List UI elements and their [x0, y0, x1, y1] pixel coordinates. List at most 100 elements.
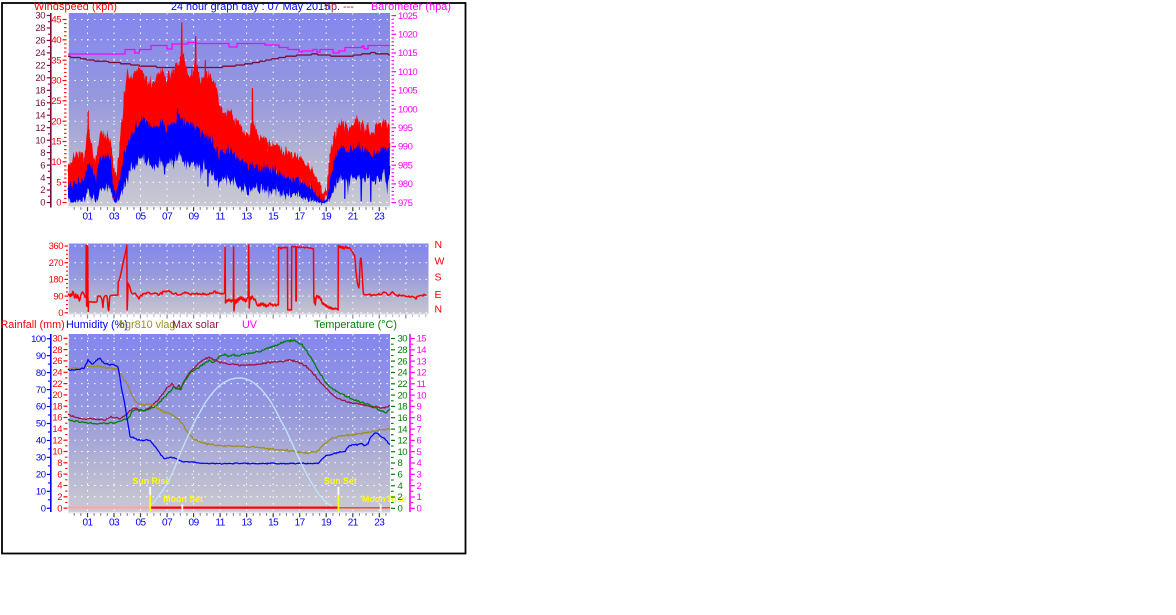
svg-text:14: 14	[417, 345, 427, 356]
svg-text:24: 24	[52, 368, 62, 379]
svg-text:Moon Set: Moon Set	[163, 494, 203, 504]
svg-text:16: 16	[52, 413, 62, 424]
svg-text:14: 14	[398, 424, 408, 435]
svg-text:18: 18	[35, 86, 45, 97]
svg-text:990: 990	[398, 142, 413, 153]
svg-text:5: 5	[417, 447, 422, 458]
svg-text:360: 360	[49, 241, 64, 252]
svg-text:E: E	[435, 289, 442, 301]
svg-text:30: 30	[51, 76, 61, 87]
svg-text:30: 30	[36, 453, 46, 464]
svg-text:10: 10	[36, 487, 46, 498]
svg-text:Windspeed (kph): Windspeed (kph)	[34, 1, 117, 13]
svg-text:40: 40	[36, 436, 46, 447]
svg-text:40: 40	[51, 35, 61, 46]
svg-text:Rainfall (mm): Rainfall (mm)	[1, 319, 65, 331]
svg-text:0: 0	[56, 198, 61, 209]
svg-text:20: 20	[35, 73, 45, 84]
svg-text:Moon Rise: Moon Rise	[362, 494, 407, 504]
svg-text:13: 13	[242, 212, 253, 223]
svg-text:11: 11	[215, 518, 225, 529]
svg-text:10: 10	[398, 447, 408, 458]
svg-text:Sun Set: Sun Set	[324, 476, 357, 486]
svg-text:70: 70	[36, 385, 46, 396]
svg-text:1000: 1000	[398, 104, 417, 115]
svg-text:9: 9	[417, 402, 422, 413]
svg-text:15: 15	[268, 518, 279, 529]
svg-text:20: 20	[398, 390, 408, 401]
svg-text:995: 995	[398, 123, 413, 134]
svg-text:1005: 1005	[398, 86, 417, 97]
svg-text:2: 2	[398, 492, 403, 503]
svg-text:Humidity (%): Humidity (%)	[66, 319, 128, 331]
svg-text:30: 30	[398, 334, 408, 345]
svg-text:17: 17	[295, 212, 306, 223]
svg-text:hgr810 vlag: hgr810 vlag	[119, 319, 175, 331]
svg-text:UV: UV	[242, 319, 258, 331]
svg-text:16: 16	[35, 98, 45, 109]
svg-text:4: 4	[57, 481, 62, 492]
svg-text:Sun Rise: Sun Rise	[133, 476, 171, 486]
svg-text:S: S	[435, 272, 442, 284]
svg-text:15: 15	[51, 137, 61, 148]
svg-text:22: 22	[398, 379, 408, 390]
svg-text:W: W	[435, 256, 445, 268]
svg-text:14: 14	[35, 110, 45, 121]
svg-text:07: 07	[162, 212, 173, 223]
svg-text:5: 5	[56, 177, 61, 188]
svg-text:2: 2	[417, 481, 422, 492]
svg-text:26: 26	[35, 36, 45, 47]
svg-text:3: 3	[417, 470, 422, 481]
svg-text:270: 270	[49, 258, 64, 269]
svg-text:22: 22	[35, 61, 45, 72]
svg-text:28: 28	[52, 345, 62, 356]
svg-text:100: 100	[31, 334, 46, 345]
svg-text:28: 28	[398, 345, 408, 356]
svg-text:09: 09	[189, 518, 200, 529]
svg-text:10: 10	[52, 447, 62, 458]
svg-text:26: 26	[52, 356, 62, 367]
svg-text:2: 2	[57, 492, 62, 503]
svg-text:985: 985	[398, 160, 413, 171]
svg-text:24: 24	[398, 368, 408, 379]
svg-text:03: 03	[109, 518, 120, 529]
svg-text:90: 90	[36, 351, 46, 362]
svg-text:12: 12	[398, 436, 408, 447]
svg-text:24: 24	[35, 48, 45, 59]
svg-text:25: 25	[51, 96, 61, 107]
svg-text:0: 0	[398, 504, 403, 515]
svg-text:4: 4	[40, 173, 45, 184]
svg-text:15: 15	[417, 334, 427, 345]
svg-text:11: 11	[417, 379, 426, 390]
svg-text:np. ---: np. ---	[325, 1, 354, 13]
svg-text:03: 03	[109, 212, 120, 223]
svg-text:20: 20	[52, 390, 62, 401]
svg-text:12: 12	[52, 435, 62, 446]
svg-text:6: 6	[417, 436, 422, 447]
svg-text:01: 01	[82, 212, 93, 223]
svg-text:21: 21	[348, 518, 359, 529]
svg-text:10: 10	[51, 157, 61, 168]
svg-text:19: 19	[321, 518, 332, 529]
svg-text:24 hour graph day : 07 May 201: 24 hour graph day : 07 May 2015	[171, 1, 330, 13]
svg-text:35: 35	[51, 55, 61, 66]
svg-text:20: 20	[51, 116, 61, 127]
svg-text:22: 22	[52, 379, 62, 390]
svg-text:1025: 1025	[398, 11, 417, 22]
svg-text:N: N	[435, 303, 443, 315]
svg-text:30: 30	[35, 11, 45, 22]
svg-text:6: 6	[40, 160, 45, 171]
svg-text:10: 10	[35, 135, 45, 146]
svg-text:6: 6	[398, 470, 403, 481]
svg-text:10: 10	[417, 390, 427, 401]
svg-text:19: 19	[321, 212, 332, 223]
svg-text:60: 60	[36, 402, 46, 413]
svg-text:01: 01	[82, 518, 93, 529]
svg-text:18: 18	[398, 402, 408, 413]
svg-text:1020: 1020	[398, 30, 417, 41]
svg-text:7: 7	[417, 424, 422, 435]
svg-text:8: 8	[57, 458, 62, 469]
svg-text:09: 09	[189, 212, 200, 223]
svg-text:980: 980	[398, 179, 413, 190]
svg-text:14: 14	[52, 424, 62, 435]
